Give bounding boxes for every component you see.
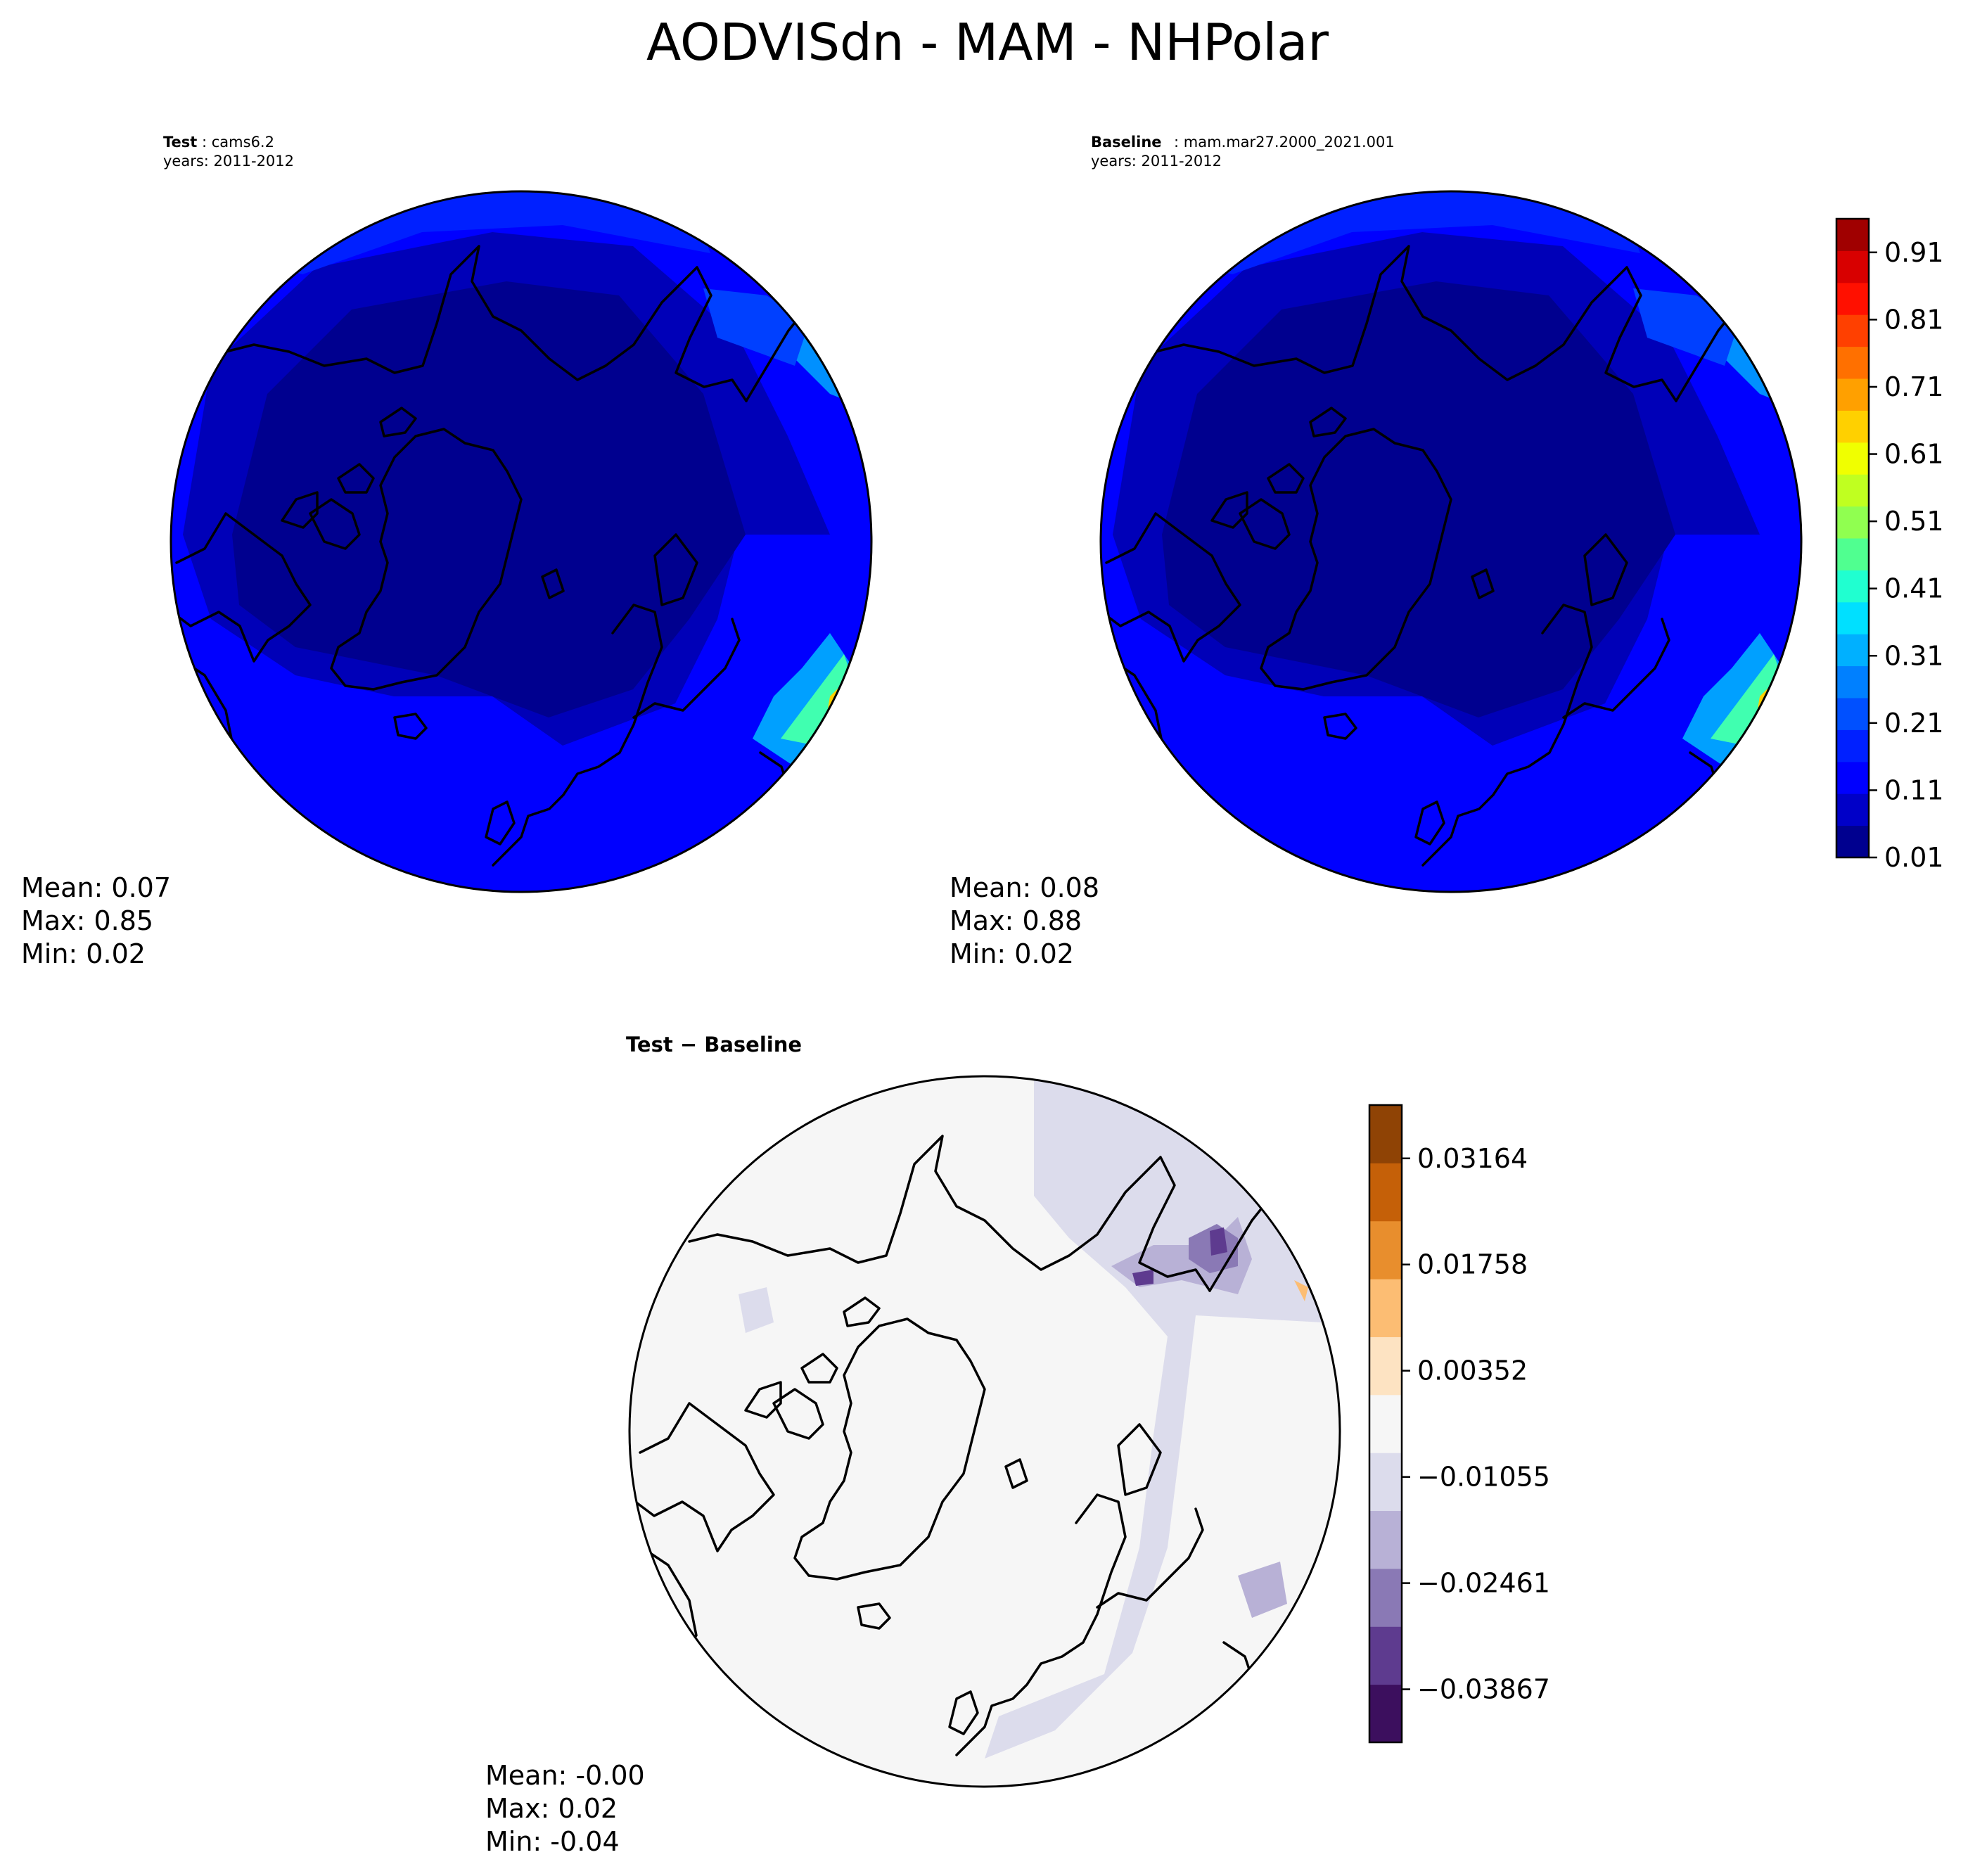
difference-colorbar-swatch bbox=[1369, 1163, 1402, 1222]
aod-colorbar-tick-label: 0.11 bbox=[1884, 774, 1944, 805]
difference-colorbar-swatch bbox=[1369, 1279, 1402, 1337]
test-title-text: : cams6.2 bbox=[202, 134, 274, 151]
aod-colorbar: 0.01 0.11 0.21 0.31 0.41 0.51 0.61 0.71 0.81 0.91 bbox=[1835, 217, 1944, 873]
baseline-mean: Mean: 0.08 bbox=[950, 872, 1099, 903]
aod-colorbar-swatch bbox=[1836, 825, 1869, 858]
aod-colorbar-swatch bbox=[1836, 761, 1869, 794]
baseline-panel: Baseline : mam.mar27.2000_2021.001 years… bbox=[950, 134, 1803, 969]
aod-colorbar-swatch bbox=[1836, 665, 1869, 698]
baseline-years: years: 2011-2012 bbox=[1091, 153, 1222, 170]
difference-colorbar-tick-label: −0.02461 bbox=[1417, 1568, 1550, 1599]
difference-max: Max: 0.02 bbox=[485, 1793, 618, 1824]
figure-title: AODVISdn - MAM - NHPolar bbox=[646, 13, 1329, 72]
aod-colorbar-tick-label: 0.61 bbox=[1884, 439, 1944, 470]
difference-colorbar-swatch bbox=[1369, 1684, 1402, 1743]
test-mean: Mean: 0.07 bbox=[21, 872, 171, 903]
test-max: Max: 0.85 bbox=[21, 905, 153, 936]
aod-colorbar-swatch bbox=[1836, 793, 1869, 827]
aod-colorbar-tick-label: 0.91 bbox=[1884, 237, 1944, 268]
aod-colorbar-swatch bbox=[1836, 314, 1869, 347]
difference-colorbar-swatch bbox=[1369, 1336, 1402, 1396]
aod-colorbar-swatch bbox=[1836, 378, 1869, 411]
test-years: years: 2011-2012 bbox=[163, 153, 294, 170]
aod-colorbar-swatch bbox=[1836, 698, 1869, 730]
baseline-title-text: : mam.mar27.2000_2021.001 bbox=[1174, 134, 1395, 151]
difference-colorbar-swatch bbox=[1369, 1453, 1402, 1512]
difference-map bbox=[629, 1076, 1340, 1787]
difference-colorbar-swatch bbox=[1369, 1220, 1402, 1280]
test-panel: Test : cams6.2 years: 2011-2012 Mean: 0.… bbox=[21, 134, 873, 969]
difference-colorbar-tick-label: 0.01758 bbox=[1417, 1249, 1528, 1280]
difference-colorbar-swatch bbox=[1369, 1568, 1402, 1627]
aod-colorbar-tick-label: 0.71 bbox=[1884, 371, 1944, 402]
aod-colorbar-swatch bbox=[1836, 570, 1869, 603]
aod-colorbar-swatch bbox=[1836, 442, 1869, 475]
difference-mean: Mean: -0.00 bbox=[485, 1760, 645, 1791]
difference-colorbar: −0.03867 −0.02461 −0.01055 0.00352 0.01758 0.… bbox=[1368, 1104, 1550, 1744]
aod-colorbar-swatch bbox=[1836, 601, 1869, 634]
aod-colorbar-tick-label: 0.01 bbox=[1884, 842, 1944, 873]
aod-colorbar-swatch bbox=[1836, 634, 1869, 667]
difference-colorbar-swatch bbox=[1369, 1105, 1402, 1163]
difference-colorbar-tick-label: 0.03164 bbox=[1417, 1143, 1528, 1174]
difference-min: Min: -0.04 bbox=[485, 1826, 620, 1857]
baseline-max: Max: 0.88 bbox=[950, 905, 1082, 936]
difference-colorbar-tick-label: −0.01055 bbox=[1417, 1462, 1550, 1493]
aod-colorbar-tick-label: 0.41 bbox=[1884, 573, 1944, 604]
aod-colorbar-tick-label: 0.51 bbox=[1884, 506, 1944, 537]
aod-colorbar-swatch bbox=[1836, 538, 1869, 570]
difference-colorbar-tick-label: −0.03867 bbox=[1417, 1674, 1550, 1705]
aod-colorbar-swatch bbox=[1836, 346, 1869, 379]
difference-colorbar-frame bbox=[1368, 1104, 1403, 1744]
difference-panel: Test − Baseline Mean: -0.00 Max: 0.02 Mi… bbox=[485, 1033, 1341, 1857]
aod-colorbar-tick-label: 0.31 bbox=[1884, 640, 1944, 671]
difference-colorbar-tick-label: 0.00352 bbox=[1417, 1355, 1528, 1386]
aod-colorbar-swatch bbox=[1836, 729, 1869, 762]
aod-colorbar-swatch bbox=[1836, 474, 1869, 507]
difference-colorbar-swatch bbox=[1369, 1626, 1402, 1685]
baseline-title-bold: Baseline bbox=[1091, 134, 1162, 151]
difference-title: Test − Baseline bbox=[626, 1033, 802, 1057]
difference-colorbar-swatch bbox=[1369, 1510, 1402, 1569]
aod-colorbar-swatch bbox=[1836, 250, 1869, 283]
test-title-bold: Test bbox=[163, 134, 197, 151]
aod-colorbar-swatch bbox=[1836, 506, 1869, 539]
aod-colorbar-swatch bbox=[1836, 219, 1869, 251]
baseline-min: Min: 0.02 bbox=[950, 938, 1074, 969]
aod-colorbar-tick-label: 0.81 bbox=[1884, 304, 1944, 335]
test-min: Min: 0.02 bbox=[21, 938, 146, 969]
aod-colorbar-swatch bbox=[1836, 410, 1869, 443]
aod-colorbar-frame bbox=[1835, 217, 1870, 859]
aod-colorbar-swatch bbox=[1836, 282, 1869, 315]
difference-colorbar-swatch bbox=[1369, 1394, 1402, 1453]
aod-colorbar-tick-label: 0.21 bbox=[1884, 708, 1944, 739]
